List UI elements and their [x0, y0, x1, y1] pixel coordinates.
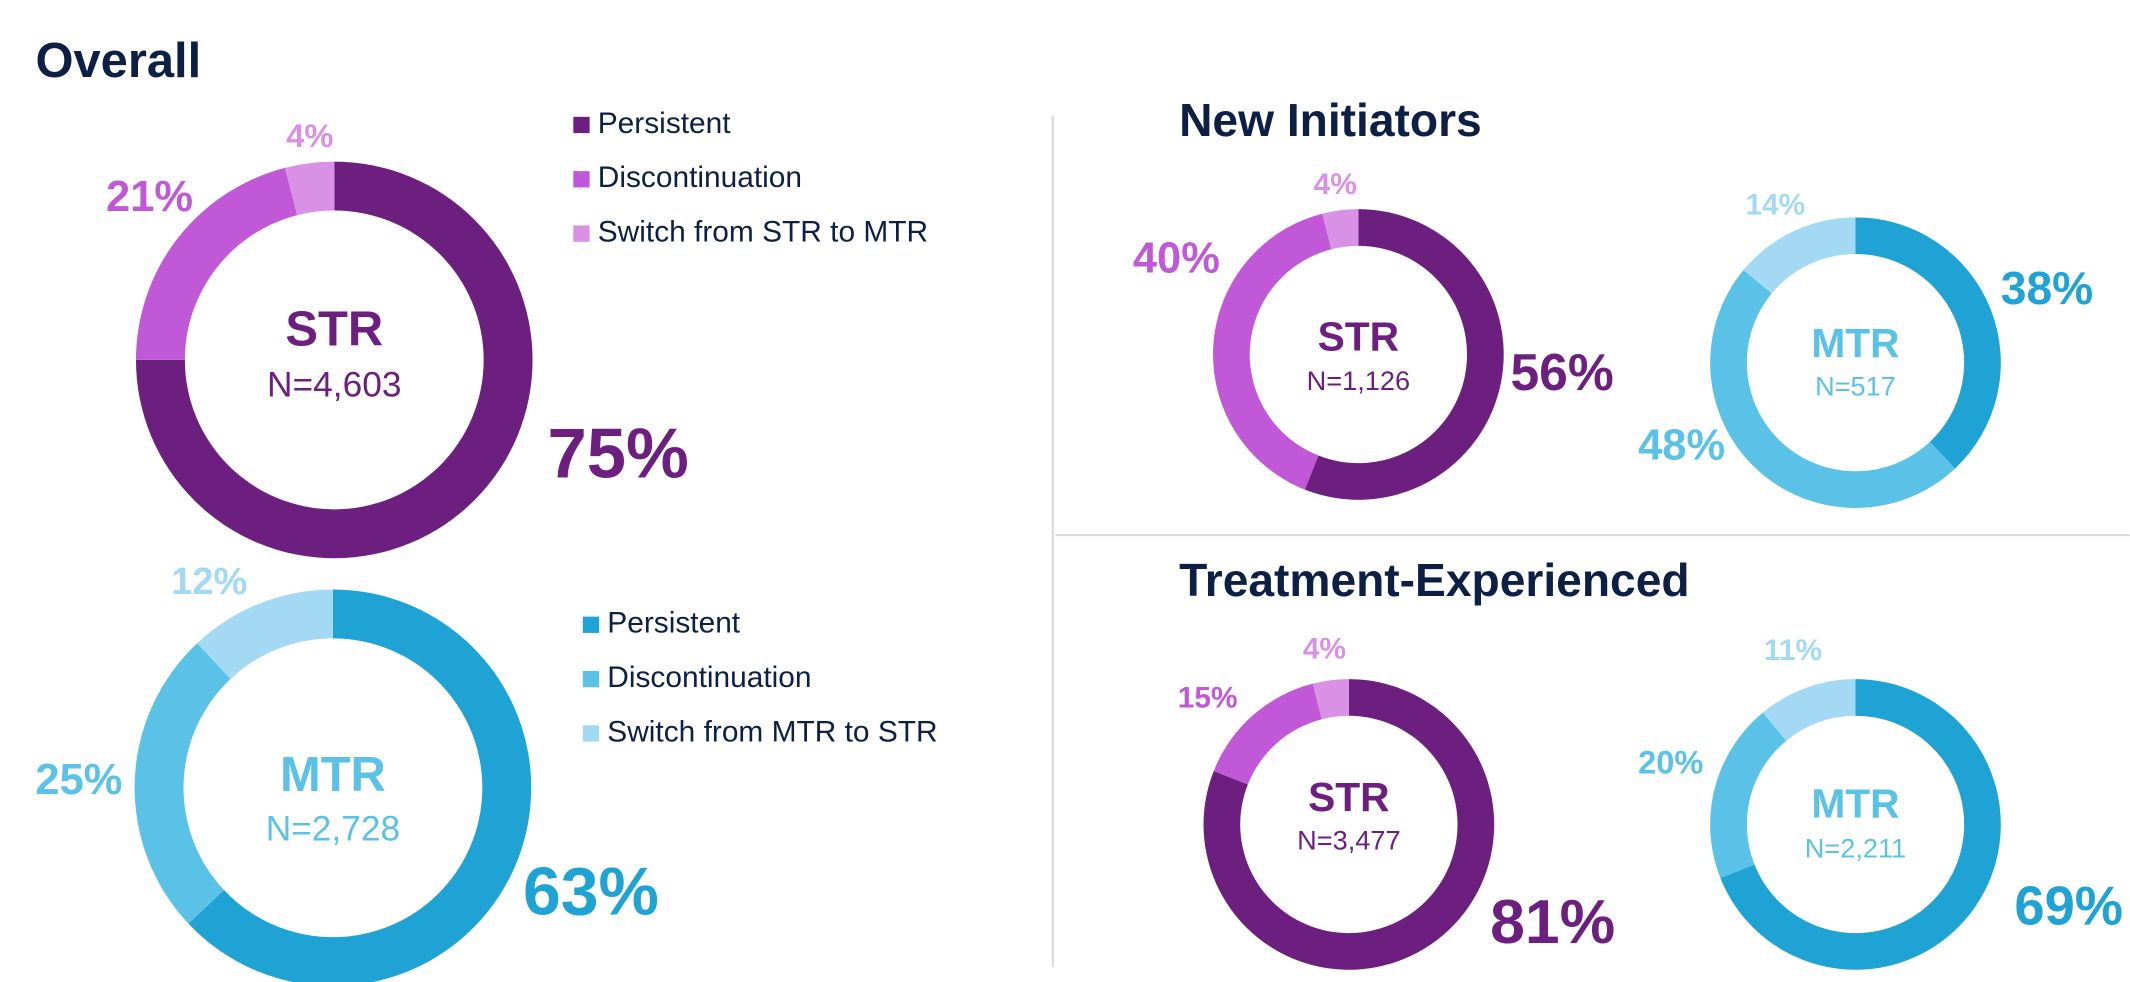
donut-segment — [1312, 679, 1349, 720]
legend-swatch — [573, 225, 590, 242]
center-subtitle: N=4,603 — [267, 365, 401, 404]
data-label: 25% — [35, 756, 122, 804]
legend-label: Discontinuation — [607, 661, 811, 694]
donut-segment — [1762, 679, 1856, 741]
center-title: MTR — [1811, 781, 1899, 827]
data-label: 40% — [1133, 234, 1220, 282]
donut-segment — [1710, 712, 1787, 878]
donut-segment — [1855, 217, 2001, 469]
center-title: MTR — [280, 748, 386, 802]
data-label: 4% — [1303, 632, 1346, 665]
donut-segment — [1322, 209, 1359, 250]
donut-segment — [1304, 209, 1504, 500]
legend-label: Persistent — [598, 107, 732, 140]
legend-swatch — [573, 116, 590, 134]
center-subtitle: N=517 — [1815, 371, 1896, 402]
legend-label: Switch from STR to MTR — [598, 216, 928, 249]
legend-label: Discontinuation — [598, 161, 802, 194]
center-subtitle: N=3,477 — [1297, 824, 1400, 855]
data-label: 69% — [2014, 875, 2123, 936]
data-label: 14% — [1745, 188, 1805, 221]
data-label: 48% — [1638, 422, 1725, 470]
donut-segment — [1213, 683, 1322, 785]
data-label: 4% — [286, 117, 333, 154]
section-heading: Treatment-Experienced — [1179, 554, 1689, 606]
center-subtitle: N=2,211 — [1805, 832, 1906, 863]
center-subtitle: N=2,728 — [266, 810, 400, 849]
center-title: STR — [285, 303, 383, 357]
data-label: 21% — [106, 173, 193, 221]
section-heading: New Initiators — [1179, 94, 1482, 146]
legend-swatch — [573, 171, 590, 188]
legend-swatch — [582, 670, 600, 688]
center-title: STR — [1318, 313, 1399, 359]
data-label: 11% — [1764, 634, 1822, 667]
data-label: 75% — [547, 414, 688, 493]
donut-segment — [1213, 213, 1332, 490]
data-label: 81% — [1490, 887, 1615, 957]
center-title: MTR — [1811, 320, 1899, 366]
donut-segment — [135, 167, 298, 360]
data-label: 20% — [1638, 743, 1703, 780]
data-label: 12% — [171, 561, 247, 603]
data-label: 4% — [1314, 168, 1357, 201]
legend-label: Switch from MTR to STR — [607, 715, 937, 748]
donut-segment — [134, 643, 231, 924]
legend-swatch — [582, 616, 600, 633]
donut-segment — [188, 589, 532, 982]
legend-swatch — [582, 725, 600, 742]
data-label: 63% — [523, 854, 659, 929]
center-subtitle: N=1,126 — [1307, 365, 1410, 396]
donut-segment — [1743, 217, 1856, 294]
legend-label: Persistent — [607, 607, 741, 640]
donut-segment — [284, 161, 335, 216]
section-heading: Overall — [35, 34, 201, 88]
donut-segment — [1710, 270, 1955, 508]
donut-segment — [197, 589, 333, 679]
center-title: STR — [1308, 774, 1389, 820]
data-label: 38% — [2001, 262, 2093, 314]
data-label: 15% — [1178, 681, 1238, 714]
data-label: 56% — [1510, 343, 1613, 401]
